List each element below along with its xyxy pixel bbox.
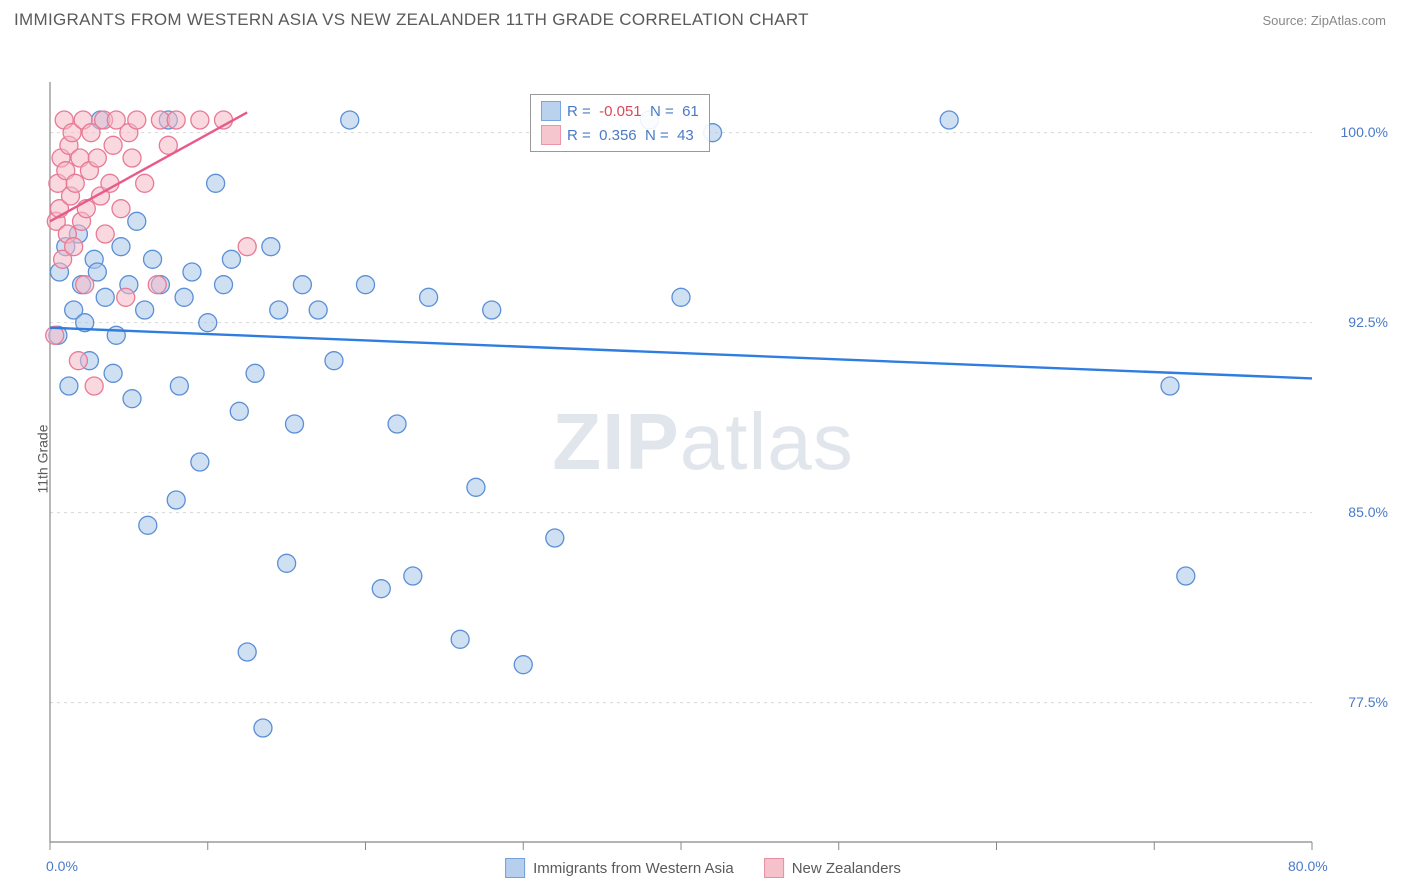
data-point [286,415,304,433]
data-point [207,174,225,192]
data-point [112,238,130,256]
data-point [372,580,390,598]
data-point [167,111,185,129]
data-point [128,212,146,230]
data-point [144,250,162,268]
data-point [222,250,240,268]
data-point [940,111,958,129]
data-point [341,111,359,129]
scatter-plot-svg [0,34,1406,884]
y-axis-label: 11th Grade [35,424,51,493]
data-point [238,238,256,256]
data-point [148,276,166,294]
data-point [123,390,141,408]
data-point [451,630,469,648]
y-tick-label: 100.0% [1341,124,1388,140]
data-point [1161,377,1179,395]
data-point [183,263,201,281]
y-tick-label: 77.5% [1348,694,1388,710]
data-point [199,314,217,332]
data-point [66,174,84,192]
data-point [104,364,122,382]
chart-source: Source: ZipAtlas.com [1262,13,1386,28]
series-legend: Immigrants from Western Asia New Zealande… [505,858,901,878]
data-point [136,174,154,192]
data-point [136,301,154,319]
legend-row: R = -0.051 N = 61 [541,99,699,123]
data-point [514,656,532,674]
data-point [175,288,193,306]
data-point [128,111,146,129]
data-point [388,415,406,433]
trend-line [50,328,1312,379]
data-point [191,111,209,129]
data-point [246,364,264,382]
data-point [117,288,135,306]
data-point [96,288,114,306]
data-point [254,719,272,737]
data-point [230,402,248,420]
x-axis-max-label: 80.0% [1288,858,1328,874]
data-point [270,301,288,319]
data-point [112,200,130,218]
data-point [85,377,103,395]
data-point [672,288,690,306]
data-point [167,491,185,509]
data-point [420,288,438,306]
correlation-legend: R = -0.051 N = 61 R = 0.356 N = 43 [530,94,710,152]
data-point [483,301,501,319]
data-point [123,149,141,167]
data-point [278,554,296,572]
data-point [191,453,209,471]
data-point [293,276,311,294]
data-point [101,174,119,192]
chart-area: 11th Grade ZIPatlas R = -0.051 N = 61 R … [0,34,1406,884]
data-point [546,529,564,547]
legend-row: R = 0.356 N = 43 [541,123,699,147]
data-point [69,352,87,370]
data-point [325,352,343,370]
data-point [1177,567,1195,585]
data-point [60,377,78,395]
data-point [65,238,83,256]
legend-item: New Zealanders [764,858,901,878]
data-point [88,149,106,167]
data-point [96,225,114,243]
data-point [215,276,233,294]
data-point [238,643,256,661]
chart-title: IMMIGRANTS FROM WESTERN ASIA VS NEW ZEAL… [14,10,809,30]
y-tick-label: 92.5% [1348,314,1388,330]
x-axis-min-label: 0.0% [46,858,78,874]
data-point [139,516,157,534]
data-point [357,276,375,294]
data-point [76,276,94,294]
data-point [170,377,188,395]
data-point [467,478,485,496]
data-point [262,238,280,256]
data-point [104,136,122,154]
y-tick-label: 85.0% [1348,504,1388,520]
data-point [309,301,327,319]
legend-item: Immigrants from Western Asia [505,858,734,878]
data-point [404,567,422,585]
chart-header: IMMIGRANTS FROM WESTERN ASIA VS NEW ZEAL… [0,0,1406,34]
